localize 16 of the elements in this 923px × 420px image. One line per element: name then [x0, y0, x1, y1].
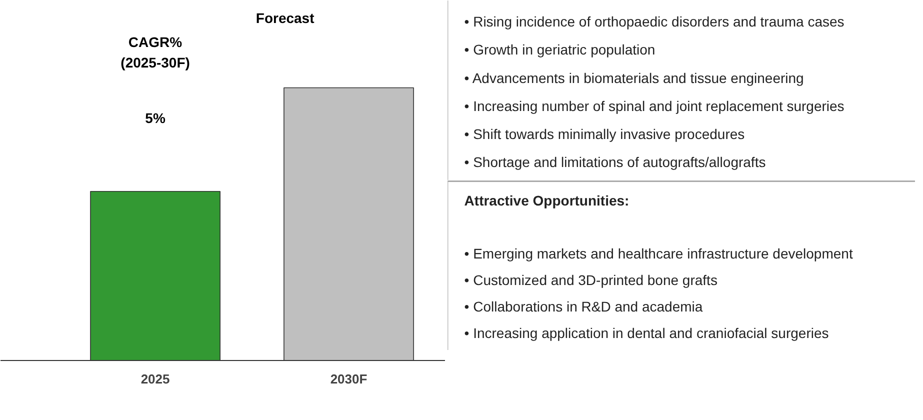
text: Attractive Opportunities: — [464, 192, 630, 208]
annotation: 5% — [145, 110, 166, 126]
text: • Increasing number of spinal and joint replacement surgeries — [464, 98, 844, 114]
text: • Rising incidence of orthopaedic disorders and trauma cases — [464, 14, 844, 30]
text: • Customized and 3D-printed bone grafts — [464, 272, 718, 288]
text: • Emerging markets and healthcare infrastructure development — [464, 246, 853, 262]
text: • Advancements in biomaterials and tissue engineering — [464, 70, 804, 86]
text: • Growth in geriatric population — [464, 42, 656, 58]
x-tick-label: 2025 — [140, 372, 170, 386]
text: Forecast — [256, 10, 315, 26]
text: CAGR% (2025-30F) — [120, 34, 190, 71]
text: • Collaborations in R&D and academia — [464, 298, 703, 315]
text: • Shift towards minimally invasive procedures — [464, 126, 745, 142]
text: • Shortage and limitations of autografts/allografts — [464, 154, 766, 170]
x-tick-label: 2030F — [330, 372, 368, 386]
text: • Increasing application in dental and craniofacial surgeries — [464, 325, 829, 342]
